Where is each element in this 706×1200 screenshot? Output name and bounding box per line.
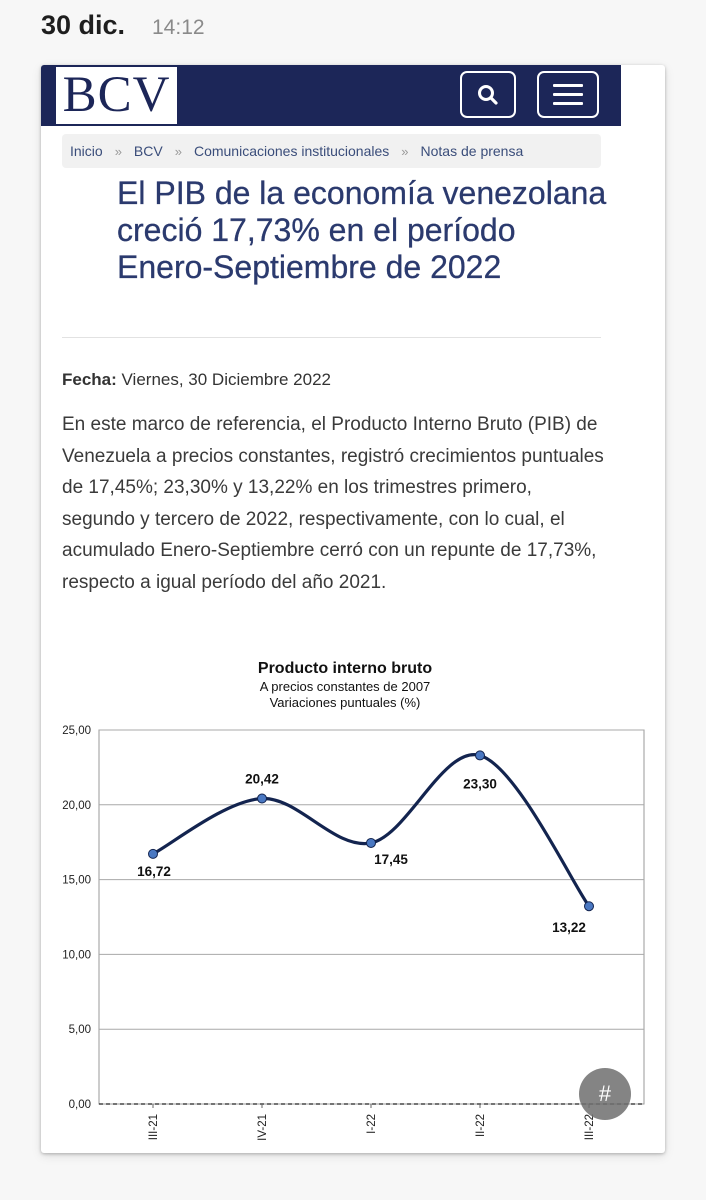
data-label: 16,72 — [137, 864, 171, 879]
message-time: 14:12 — [152, 16, 205, 39]
breadcrumb-separator: » — [114, 143, 122, 159]
search-button[interactable] — [460, 71, 516, 118]
date-value: Viernes, 30 Diciembre 2022 — [116, 370, 331, 389]
gdp-line-chart: Producto interno bruto A precios constant… — [62, 660, 645, 1141]
article-card: BCV Inicio » BCV » Comunicaciones instit… — [41, 65, 665, 1153]
search-icon — [478, 84, 498, 105]
data-point — [366, 837, 376, 848]
menu-button[interactable] — [537, 71, 599, 118]
y-tick-label: 10,00 — [62, 949, 91, 961]
y-tick-label: 5,00 — [69, 1024, 91, 1036]
y-tick-label: 25,00 — [62, 725, 91, 737]
data-label: 20,42 — [245, 772, 279, 787]
date-label: Fecha: — [62, 370, 117, 389]
chart-subtitle: A precios constantes de 2007 — [260, 679, 431, 694]
data-point — [257, 793, 267, 804]
data-point — [584, 901, 594, 912]
breadcrumb-notas[interactable]: Notas de prensa — [420, 143, 524, 159]
breadcrumb-separator: » — [401, 143, 409, 159]
hamburger-icon — [553, 84, 583, 105]
divider — [62, 337, 601, 338]
status-bar: 30 dic. 14:12 — [0, 0, 706, 60]
hashtag-button[interactable]: # — [579, 1068, 631, 1120]
data-point — [475, 750, 485, 761]
plot-area — [98, 729, 645, 1105]
breadcrumb: Inicio » BCV » Comunicaciones institucio… — [62, 134, 601, 168]
article-body: En este marco de referencia, el Producto… — [62, 414, 604, 593]
message-date: 30 dic. — [41, 10, 126, 40]
chart-subtitle: Variaciones puntuales (%) — [270, 695, 421, 710]
breadcrumb-inicio[interactable]: Inicio — [70, 143, 103, 159]
article-date: Fecha: Viernes, 30 Diciembre 2022 — [62, 370, 331, 390]
bcv-logo[interactable]: BCV — [56, 67, 177, 124]
data-point — [148, 848, 158, 859]
y-tick-label: 0,00 — [69, 1099, 91, 1111]
x-tick-label: II-22 — [475, 1114, 487, 1137]
x-tick-label: I-22 — [366, 1114, 378, 1134]
site-header: BCV — [41, 65, 621, 126]
x-tick-label: IV-21 — [257, 1114, 269, 1141]
x-tick-label: III-22 — [584, 1114, 596, 1140]
data-label: 13,22 — [552, 920, 586, 935]
x-tick-label: III-21 — [148, 1114, 160, 1140]
data-label: 23,30 — [463, 776, 497, 791]
breadcrumb-bcv[interactable]: BCV — [133, 143, 163, 159]
breadcrumb-comunicaciones[interactable]: Comunicaciones institucionales — [193, 143, 390, 159]
y-tick-label: 15,00 — [62, 875, 91, 887]
breadcrumb-separator: » — [174, 143, 182, 159]
y-tick-label: 20,00 — [62, 800, 91, 812]
article-title: El PIB de la economía venezolana creció … — [117, 175, 607, 285]
chart-title: Producto interno bruto — [258, 660, 432, 677]
data-label: 17,45 — [374, 852, 408, 867]
series-line — [152, 753, 591, 908]
